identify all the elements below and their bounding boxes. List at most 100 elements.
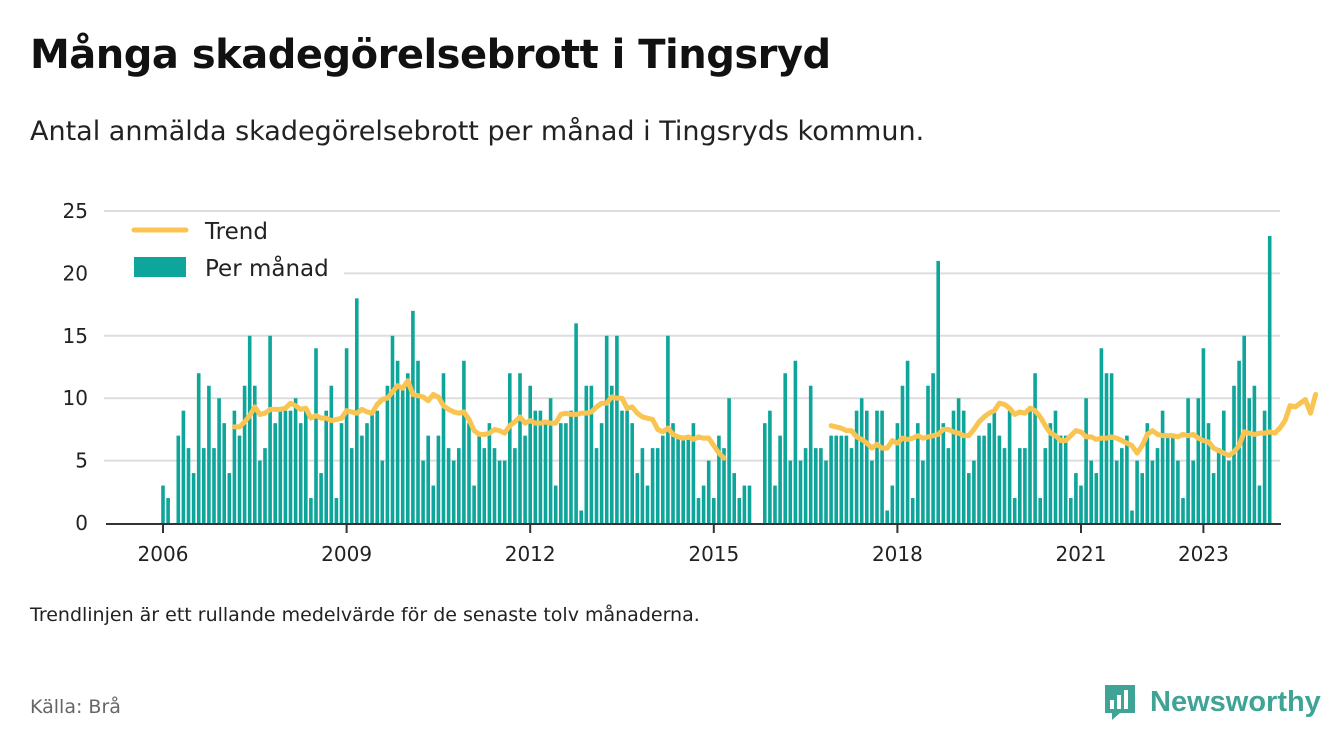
x-tick-label: 2018 <box>872 542 923 566</box>
bar <box>553 485 558 523</box>
bar <box>1063 435 1068 523</box>
bar <box>890 485 895 523</box>
bar <box>1012 498 1017 523</box>
bar <box>1074 473 1078 523</box>
bar <box>446 448 451 523</box>
bar <box>1135 460 1139 523</box>
bar <box>1109 373 1114 523</box>
bar <box>584 385 589 523</box>
bar <box>727 398 731 523</box>
bar <box>467 423 471 523</box>
y-axis-ticks: 0 5 10 15 20 25 <box>63 199 88 535</box>
bar <box>1160 410 1165 523</box>
bar <box>880 410 884 523</box>
y-tick-label: 15 <box>63 324 88 348</box>
bar <box>278 410 283 523</box>
x-axis-ticks: 2006 2009 2012 2015 2018 2021 2023 <box>138 524 1229 566</box>
bar <box>630 423 634 523</box>
bar <box>849 448 854 523</box>
bar <box>1165 435 1170 523</box>
bar <box>400 385 405 523</box>
bar <box>722 448 726 523</box>
bar <box>645 485 650 523</box>
chart-note: Trendlinjen är ett rullande medelvärde f… <box>30 604 700 626</box>
bar <box>1069 498 1073 523</box>
bar <box>1201 348 1206 523</box>
bar <box>814 448 818 523</box>
bar <box>237 435 242 523</box>
bar <box>176 435 181 523</box>
bar <box>844 435 849 523</box>
bar <box>655 448 660 523</box>
bar <box>1125 435 1129 523</box>
bar <box>502 460 507 523</box>
bar <box>416 360 420 523</box>
newsworthy-logo-icon <box>1105 685 1135 720</box>
bar <box>212 448 216 523</box>
bar <box>426 435 430 523</box>
bar <box>982 435 986 523</box>
bar <box>1145 423 1150 523</box>
bar <box>462 360 466 523</box>
y-tick-label: 10 <box>63 386 88 410</box>
bar <box>870 460 874 523</box>
bar <box>604 335 609 523</box>
bar <box>1002 448 1007 523</box>
bar <box>1211 473 1216 523</box>
bar <box>202 448 206 523</box>
bar <box>253 385 257 523</box>
legend-bar-label: Per månad <box>205 254 329 282</box>
bar <box>910 498 915 523</box>
bar <box>247 335 252 523</box>
bar <box>548 398 553 523</box>
bar <box>839 435 844 523</box>
bar <box>1216 448 1221 523</box>
bar <box>972 460 976 523</box>
bar <box>829 435 833 523</box>
bar <box>895 423 900 523</box>
bar <box>1023 448 1027 523</box>
bar <box>798 460 803 523</box>
bar <box>360 435 364 523</box>
bar <box>625 410 629 523</box>
bar <box>788 460 793 523</box>
bar <box>778 435 782 523</box>
x-tick-label: 2009 <box>321 542 372 566</box>
bar <box>1257 485 1262 523</box>
bar <box>1114 460 1119 523</box>
bar <box>370 410 374 523</box>
bar <box>298 423 303 523</box>
chart-title: Många skadegörelsebrott i Tingsryd <box>30 32 831 78</box>
bar <box>916 423 920 523</box>
bar <box>477 435 481 523</box>
bar <box>854 410 859 523</box>
bar <box>859 398 864 523</box>
bar <box>497 460 502 523</box>
bar <box>395 360 400 523</box>
bar <box>1120 448 1124 523</box>
bar <box>1186 398 1190 523</box>
bar <box>196 373 201 523</box>
bar <box>681 435 685 523</box>
bar <box>513 448 517 523</box>
bar <box>717 435 721 523</box>
bar <box>411 310 415 523</box>
bar <box>926 385 930 523</box>
x-tick-label: 2006 <box>138 542 189 566</box>
bar <box>1227 460 1231 523</box>
bar <box>1094 473 1099 523</box>
bar <box>936 260 940 523</box>
bar <box>706 460 711 523</box>
bar <box>538 410 543 523</box>
bar <box>946 448 951 523</box>
bar <box>961 410 966 523</box>
x-tick-label: 2012 <box>505 542 556 566</box>
bar <box>559 423 563 523</box>
bar <box>987 423 991 523</box>
bar <box>1089 460 1093 523</box>
bar <box>992 410 997 523</box>
bar <box>1038 498 1042 523</box>
bar <box>1150 460 1155 523</box>
bar <box>635 473 640 523</box>
bar <box>931 373 935 523</box>
